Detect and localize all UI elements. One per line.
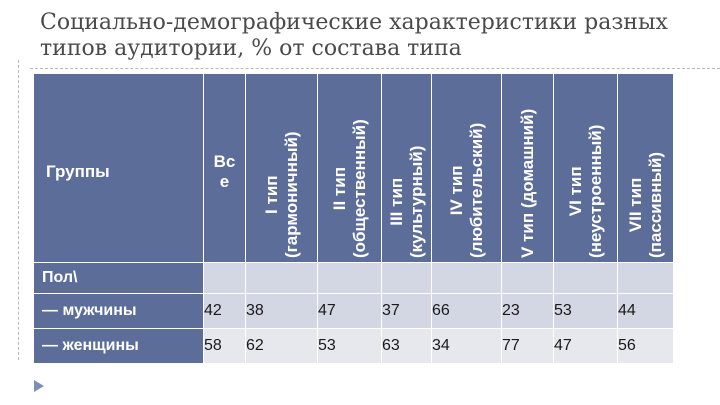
table-row: — женщины 58 62 53 63 34 77 47 56	[33, 328, 674, 364]
table-cell	[553, 262, 618, 294]
table-cell: 63	[381, 328, 432, 364]
table-cell	[245, 262, 318, 294]
row-label: — женщины	[33, 328, 204, 364]
section-row: Пол\	[33, 262, 674, 294]
table-cell	[203, 262, 246, 294]
column-header-label: I тип (гармоничный)	[261, 131, 301, 258]
column-header-label: II тип (общественный)	[329, 119, 369, 258]
table-cell: 23	[501, 293, 554, 329]
table-cell	[381, 262, 432, 294]
table-cell	[317, 262, 382, 294]
column-header: V тип (домашний)	[501, 73, 554, 263]
column-header: VI тип (неустроенный)	[553, 73, 618, 263]
table-cell: 37	[381, 293, 432, 329]
all-header: Все	[203, 73, 246, 263]
row-label: — мужчины	[33, 293, 204, 329]
section-label: Пол\	[33, 262, 204, 294]
table-cell: 34	[431, 328, 502, 364]
table-cell	[617, 262, 674, 294]
column-header: I тип (гармоничный)	[245, 73, 318, 263]
table-cell: 47	[317, 293, 382, 329]
table-cell: 58	[203, 328, 246, 364]
demographics-table: Группы Все I тип (гармоничный) II тип (общ…	[33, 73, 674, 364]
groups-header-label: Группы	[46, 162, 110, 181]
column-header: III тип (культурный)	[381, 73, 432, 263]
table-row: — мужчины 42 38 47 37 66 23 53 44	[33, 293, 674, 329]
table-cell: 53	[317, 328, 382, 364]
slide-title: Социально-демографические характеристики…	[40, 10, 668, 61]
column-header-label: VI тип (неустроенный)	[565, 124, 605, 258]
table-cell: 44	[617, 293, 674, 329]
table-cell	[501, 262, 554, 294]
all-header-label: Все	[213, 152, 236, 191]
column-header-label: III тип (культурный)	[386, 145, 426, 258]
table-cell: 47	[553, 328, 618, 364]
column-header-label: IV тип (любительский)	[446, 122, 486, 258]
table-cell: 56	[617, 328, 674, 364]
table-cell	[431, 262, 502, 294]
table-cell: 38	[245, 293, 318, 329]
column-header-label: VII тип (пассивный)	[625, 151, 665, 258]
column-header: IV тип (любительский)	[431, 73, 502, 263]
table-cell: 42	[203, 293, 246, 329]
bullet-arrow-icon	[34, 380, 44, 392]
left-divider	[18, 60, 19, 360]
table-cell: 62	[245, 328, 318, 364]
column-header-label: V тип (домашний)	[517, 108, 537, 258]
table-cell: 53	[553, 293, 618, 329]
table-cell: 77	[501, 328, 554, 364]
groups-header: Группы	[33, 73, 204, 263]
title-divider	[30, 68, 720, 69]
column-header: II тип (общественный)	[317, 73, 382, 263]
column-header: VII тип (пассивный)	[617, 73, 674, 263]
table-cell: 66	[431, 293, 502, 329]
